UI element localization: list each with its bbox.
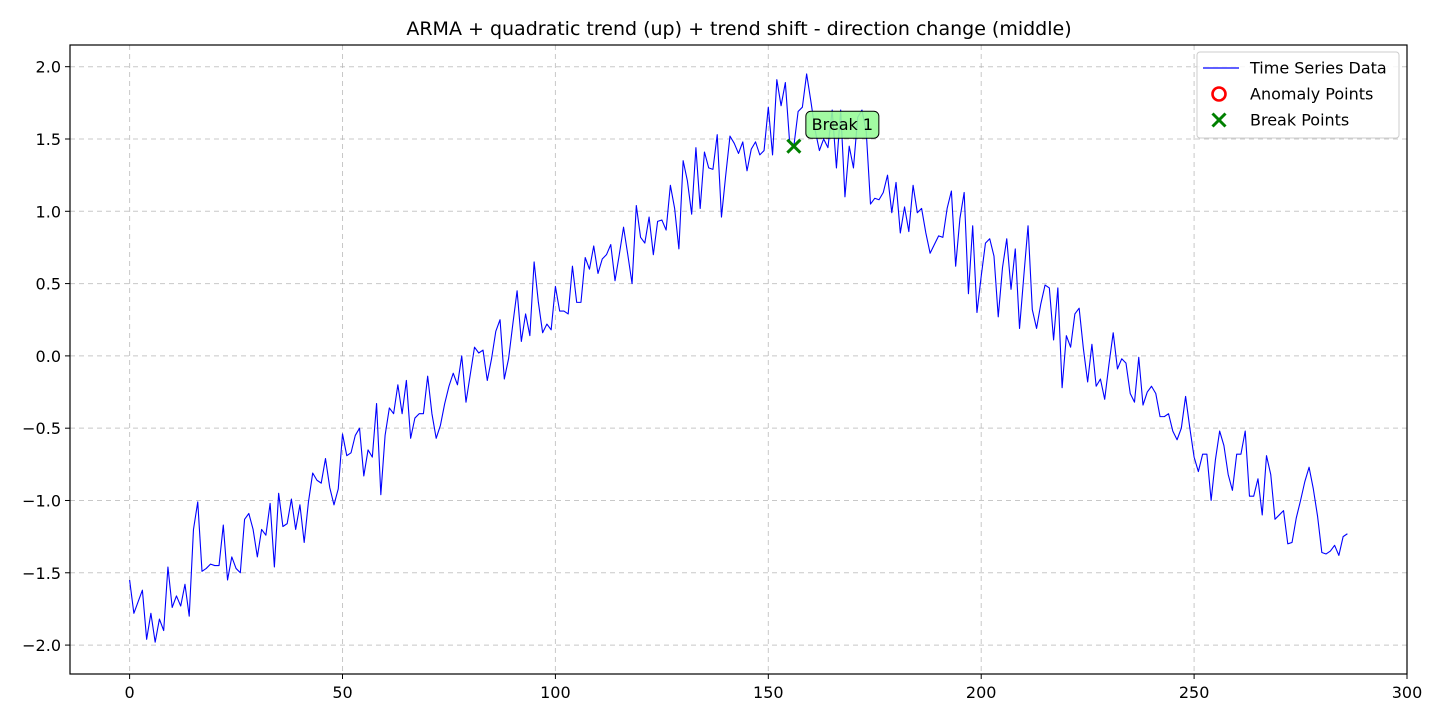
legend-circle-swatch <box>1211 86 1227 102</box>
y-tick-label: 0.5 <box>36 275 61 294</box>
legend-item: Time Series Data <box>1203 59 1387 78</box>
break-label: Break 1 <box>812 115 873 134</box>
legend-x-swatch <box>1211 112 1227 128</box>
x-tick-label: 0 <box>125 683 135 702</box>
legend-item: Anomaly Points <box>1211 85 1373 104</box>
y-tick-label: 2.0 <box>36 58 61 77</box>
x-tick-label: 200 <box>966 683 997 702</box>
chart-title: ARMA + quadratic trend (up) + trend shif… <box>406 18 1071 40</box>
legend-item: Break Points <box>1211 111 1349 130</box>
axis-ticks: 0 50 100 150 200 250 300 −2.0 −1.5 −1.0 −0.5 0.0 0.5… <box>22 58 1422 702</box>
x-tick-label: 250 <box>1179 683 1210 702</box>
series-layer <box>129 73 1348 643</box>
legend-label: Break Points <box>1250 111 1349 130</box>
y-tick-label: −1.0 <box>22 491 61 510</box>
x-tick-label: 50 <box>332 683 352 702</box>
y-tick-label: −1.5 <box>22 564 61 583</box>
legend-label: Time Series Data <box>1249 59 1387 78</box>
grid-lines <box>70 45 1408 674</box>
break-label-box <box>805 110 880 139</box>
x-tick-label: 300 <box>1392 683 1423 702</box>
legend-box <box>1196 51 1400 139</box>
series-line-0 <box>129 73 1348 643</box>
legend: Time Series Data Anomaly Points Break Poin… <box>1196 51 1400 139</box>
y-tick-label: 1.0 <box>36 202 61 221</box>
y-tick-label: −0.5 <box>22 419 61 438</box>
y-tick-label: 0.0 <box>36 347 61 366</box>
x-tick-label: 100 <box>540 683 571 702</box>
x-tick-label: 150 <box>753 683 784 702</box>
legend-label: Anomaly Points <box>1250 85 1373 104</box>
break-point-marker <box>786 138 802 154</box>
y-tick-label: −2.0 <box>22 636 61 655</box>
plot-frame <box>69 44 1408 675</box>
break-points-layer: Break 1 <box>786 110 880 154</box>
y-tick-label: 1.5 <box>36 130 61 149</box>
